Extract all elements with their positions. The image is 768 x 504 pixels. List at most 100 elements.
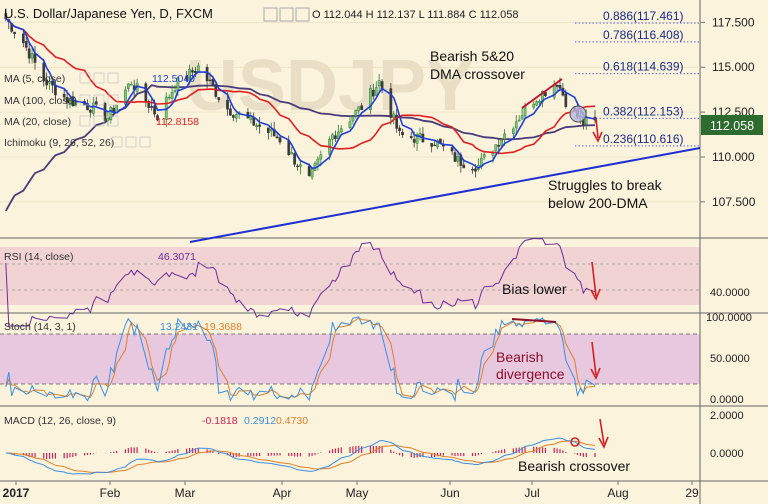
stoch-down-arrow [590,341,601,380]
candle-body [293,153,296,165]
fib-label: 0.618(114.639) [603,60,684,74]
legend-control-icon[interactable] [139,136,151,148]
stoch-tick-100: 100.0000 [706,312,752,324]
candle-body [188,68,191,81]
fib-label: 0.786(116.408) [603,28,684,42]
stoch-annotation-line1: Bearish [496,349,543,365]
candle-body [351,116,355,122]
stoch-divergence-line [511,318,557,323]
legend-control-icon[interactable] [79,72,91,84]
candle-body [558,85,562,89]
legend-control-icon[interactable] [93,115,105,127]
chart-watermark: USDJPY [186,46,474,126]
candle-body [167,96,171,99]
legend-control-icon[interactable] [125,136,137,148]
x-axis-label: 29 [685,486,699,500]
legend-control-icon[interactable] [107,94,119,106]
rsi-annotation: Bias lower [502,281,567,297]
x-axis-label: 2017 [3,486,30,500]
rsi-tick: 40.0000 [710,287,750,299]
legend-control-icon[interactable] [111,136,123,148]
candle-body [348,121,352,128]
candle-body [310,168,314,178]
close-icon[interactable] [295,7,310,22]
macd-value-signal: 0.4730 [276,415,308,427]
candle-body [156,115,159,121]
candle-body [450,147,454,152]
candle-body [482,154,486,158]
candle-body [514,121,518,129]
struggle-annotation-line1: Struggles to break [548,177,663,193]
candle-body [275,136,279,139]
x-axis-label: Aug [607,486,628,500]
price-tick-label: 117.500 [712,15,755,29]
candle-body [191,70,194,73]
legend-control-icon[interactable] [79,115,91,127]
indicator-label: MA (100, close) [4,95,77,107]
candle-body [377,80,381,87]
candle-body [307,165,311,177]
candle-body [392,113,396,119]
candle-body [109,107,113,120]
candle-body [170,91,174,99]
legend-control-icon[interactable] [93,72,105,84]
current-price-value: 112.058 [710,119,754,133]
candle-body [354,109,358,117]
x-axis-label: Jul [524,486,539,500]
candle-body [144,83,148,102]
ohlc-readout: O 112.044 H 112.137 L 111.884 C 112.058 [312,9,519,21]
candle-body [269,129,273,132]
candle-body [395,114,399,129]
candle-body [453,152,457,162]
candle-body [544,92,547,97]
stoch-k-line [5,316,596,403]
candle-body [520,115,524,120]
candle-body [91,102,95,114]
crossover-marker [569,105,587,123]
candle-body [517,119,521,122]
candle-body [194,70,197,74]
macd-crossover-marker [570,437,580,447]
candle-body [217,97,221,100]
candle-body [389,88,393,118]
candle-body [62,93,66,98]
candle-body [68,98,72,105]
chart-header: U.S. Dollar/Japanese Yen, D, FXCM O 112.… [4,6,519,22]
support-trendline [189,147,701,243]
candle-body [211,78,215,87]
settings-icon[interactable] [279,7,294,22]
candle-body [30,53,34,59]
stoch-band [0,334,700,384]
eye-icon[interactable] [263,7,278,22]
candle-body [24,41,28,48]
legend-control-icon[interactable] [107,115,119,127]
candle-body [13,31,16,34]
candle-body [45,79,49,86]
price-top-line [521,78,563,109]
candle-body [258,124,261,127]
rsi-header: RSI (14, close) 46.3071 [4,251,196,263]
candle-body [503,133,506,140]
candle-body [474,168,477,172]
candle-body [471,169,474,171]
candle-body [319,154,323,160]
candle-body [369,88,372,110]
price-tick-label: 115.000 [712,60,755,74]
candle-body [436,140,439,148]
rsi-band [0,247,700,305]
candle-body [147,101,151,108]
legend-control-icon[interactable] [93,94,105,106]
candle-body [316,158,320,165]
legend-control-icon[interactable] [107,72,119,84]
candle-body [532,103,536,108]
candle-body [535,101,539,106]
crossover-annotation-line1: Bearish 5&20 [430,48,514,64]
stoch-tick-50: 50.0000 [710,353,750,365]
legend-control-icon[interactable] [79,94,91,106]
fibonacci-levels: 0.886(117.461) 0.786(116.408) 0.618(114.63… [575,9,700,147]
candle-body [299,164,302,167]
candle-body [89,110,92,113]
stoch-series [5,316,596,403]
x-axis-label: Apr [273,486,292,500]
candle-body [500,139,504,146]
